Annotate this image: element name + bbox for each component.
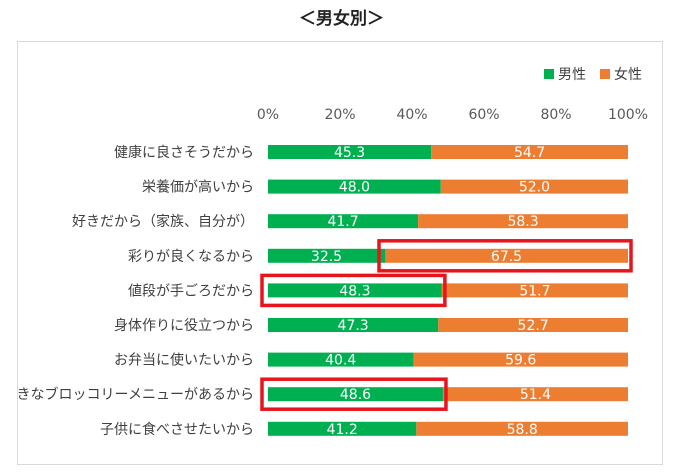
legend-swatch-female xyxy=(600,69,610,79)
chart-frame: 男性 女性 0% 20% 40% 60% 80% 100% 健康に良さそうだから 45.3 54.7… xyxy=(17,41,663,465)
page-title: ＜男女別＞ xyxy=(299,9,384,29)
category-label: 身体作りに役立つから xyxy=(114,318,254,334)
highlight-box xyxy=(377,239,633,273)
bar-female xyxy=(441,283,628,298)
data-label-female: 51.4 xyxy=(520,387,551,403)
bar-female xyxy=(418,214,628,229)
data-label-male: 45.3 xyxy=(334,145,365,161)
data-label-female: 51.7 xyxy=(519,283,550,299)
bar-male xyxy=(268,283,442,298)
bar-male xyxy=(268,421,417,436)
x-tick-label: 100% xyxy=(608,107,648,123)
category-label: 子供に食べさせたいから xyxy=(100,421,254,438)
data-label-male: 40.4 xyxy=(325,353,356,369)
data-label-male: 48.3 xyxy=(339,283,370,299)
data-label-male: 48.0 xyxy=(339,180,370,196)
bar-male xyxy=(268,318,439,332)
data-label-female: 58.3 xyxy=(507,214,538,230)
x-tick-label: 60% xyxy=(468,107,499,123)
data-label-male: 41.7 xyxy=(327,214,358,230)
legend-swatch-male xyxy=(544,69,554,79)
bar-male xyxy=(268,352,414,367)
bar-male xyxy=(268,214,419,229)
legend-label-male: 男性 xyxy=(558,67,586,83)
stacked-bar-chart: 男性 女性 0% 20% 40% 60% 80% 100% 健康に良さそうだから 45.3 54.7… xyxy=(18,66,648,438)
category-label: 好きなブロッコリーメニューがあるから xyxy=(18,386,254,403)
bar-female xyxy=(438,318,628,332)
bar-male xyxy=(268,145,432,159)
category-label: お弁当に使いたいから xyxy=(114,352,254,369)
x-tick-label: 40% xyxy=(396,107,427,123)
data-label-female: 52.0 xyxy=(519,180,550,196)
category-label: 彩りが良くなるから xyxy=(128,249,254,265)
bar-female xyxy=(416,421,628,436)
highlight-box xyxy=(260,273,447,308)
bar-female xyxy=(413,352,628,367)
data-label-female: 52.7 xyxy=(518,318,549,334)
data-label-male: 32.5 xyxy=(311,249,342,265)
bar-female xyxy=(431,145,628,159)
data-label-female: 54.7 xyxy=(514,145,545,161)
bar-female xyxy=(385,248,628,263)
bar-female xyxy=(442,387,628,402)
category-label: 値段が手ごろだから xyxy=(128,283,254,299)
x-tick-label: 0% xyxy=(257,107,279,123)
data-label-male: 48.6 xyxy=(340,387,371,403)
data-label-female: 59.6 xyxy=(505,353,536,369)
category-label: 栄養価が高いから xyxy=(142,179,254,196)
data-label-male: 47.3 xyxy=(338,318,369,334)
data-label-female: 58.8 xyxy=(507,422,538,438)
bar-female xyxy=(440,179,628,194)
legend-label-female: 女性 xyxy=(614,66,642,83)
data-label-male: 41.2 xyxy=(327,422,358,438)
bar-male xyxy=(268,248,385,263)
category-label: 健康に良さそうだから xyxy=(114,144,254,161)
bar-male xyxy=(268,179,441,194)
data-label-female: 67.5 xyxy=(491,249,522,265)
category-label: 好きだから（家族、自分が） xyxy=(72,213,254,230)
bar-male xyxy=(268,387,443,402)
x-tick-label: 20% xyxy=(324,107,355,123)
x-tick-label: 80% xyxy=(540,107,571,123)
highlight-box xyxy=(260,377,448,411)
